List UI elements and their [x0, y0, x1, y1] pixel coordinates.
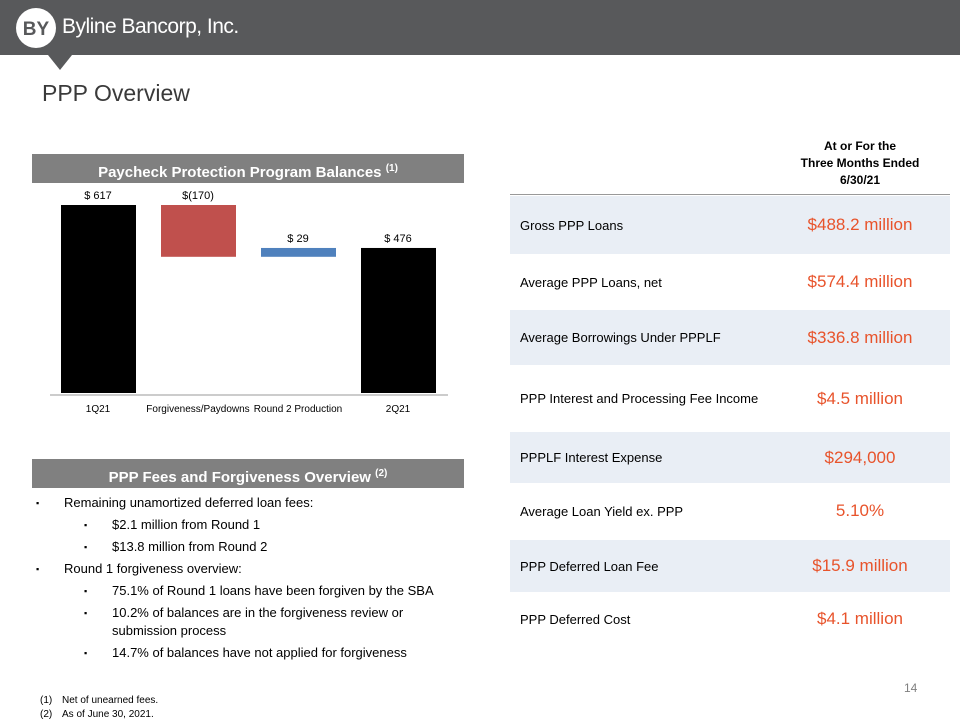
bullet-text: 10.2% of balances are in the forgiveness…: [112, 605, 404, 638]
logo-circle: [16, 8, 56, 48]
row-label: PPP Deferred Cost: [520, 611, 631, 627]
table-row: Average PPP Loans, net $574.4 million: [510, 255, 950, 309]
bar: [261, 247, 336, 257]
bullet-marker: ▪: [84, 608, 88, 618]
page-number: 14: [904, 681, 918, 695]
bullet-text: Remaining unamortized deferred loan fees…: [64, 495, 314, 510]
fees-title: PPP Fees and Forgiveness Overview: [108, 469, 371, 486]
table-header: At or For the: [824, 139, 896, 153]
company-name: Byline Bancorp, Inc.: [62, 15, 239, 38]
bullet-list: ▪ Remaining unamortized deferred loan fee…: [36, 494, 456, 666]
bullet-item: ▪ 75.1% of Round 1 loans have been forgiv…: [36, 582, 456, 600]
header-bar: [0, 0, 960, 55]
footnote-text: Net of unearned fees.: [62, 695, 159, 706]
table-row: PPP Interest and Processing Fee Income $4…: [510, 367, 950, 430]
header-pointer: [48, 55, 72, 70]
bullet-marker: ▪: [36, 498, 40, 508]
row-value: $488.2 million: [807, 215, 913, 234]
bullet-item: ▪ $13.8 million from Round 2: [36, 538, 456, 556]
table-row: PPPLF Interest Expense $294,000: [510, 432, 950, 483]
row-value: 5.10%: [835, 501, 885, 520]
row-value: $4.1 million: [817, 609, 903, 628]
row-label: Average Loan Yield ex. PPP: [520, 503, 684, 519]
footnote-marker: (2): [40, 709, 53, 720]
row-label: Average PPP Loans, net: [520, 274, 662, 290]
fees-header: PPP Fees and Forgiveness Overview (2): [32, 459, 464, 488]
row-value: $15.9 million: [812, 556, 908, 575]
header-decor: BY: [16, 8, 72, 70]
data-label: $ 617: [84, 190, 112, 202]
bullet-marker: ▪: [84, 542, 88, 552]
table-row: Average Borrowings Under PPPLF $336.8 mil…: [510, 310, 950, 365]
bullet-text: $2.1 million from Round 1: [112, 517, 261, 532]
bullet-item: ▪ $2.1 million from Round 1: [36, 516, 456, 534]
table-row: PPP Deferred Cost $4.1 million: [510, 593, 950, 645]
bullet-text: $13.8 million from Round 2: [112, 539, 268, 554]
row-label: PPP Deferred Loan Fee: [520, 558, 659, 574]
bar: [61, 205, 136, 393]
row-value: $4.5 million: [817, 388, 903, 408]
chart-title-note: (1): [385, 163, 398, 174]
row-value: $294,000: [824, 447, 896, 467]
x-tick-label: Round 2 Production: [254, 404, 342, 415]
header-rule: [510, 194, 950, 195]
row-label: Gross PPP Loans: [520, 217, 624, 233]
table-row: Gross PPP Loans $488.2 million: [510, 196, 950, 254]
chart-title: Paycheck Protection Program Balances: [98, 164, 382, 181]
bullet-text: 14.7% of balances have not applied for f…: [112, 645, 407, 660]
x-tick-label: 2Q21: [386, 404, 411, 415]
x-tick-label: 1Q21: [86, 404, 111, 415]
bullet-marker: ▪: [36, 564, 40, 574]
bullet-marker: ▪: [84, 586, 88, 596]
footnote-text: As of June 30, 2021.: [62, 709, 154, 720]
table-header: Three Months Ended: [800, 156, 920, 170]
logo: BY: [23, 19, 50, 40]
table-row: Average Loan Yield ex. PPP 5.10%: [510, 485, 950, 537]
chart-header: Paycheck Protection Program Balances (1): [32, 154, 464, 183]
bar: [361, 247, 436, 393]
table-row: PPP Deferred Loan Fee $15.9 million: [510, 540, 950, 592]
bullet-marker: ▪: [84, 648, 88, 658]
bullet-text: Round 1 forgiveness overview:: [64, 561, 242, 576]
slide-title: PPP Overview: [42, 80, 190, 106]
row-label: PPP Interest and Processing Fee Income: [520, 391, 759, 406]
bullet-item: ▪ Round 1 forgiveness overview:: [36, 560, 456, 578]
bullet-item: ▪ 10.2% of balances are in the forgivenes…: [36, 604, 456, 640]
bar: [161, 205, 236, 257]
waterfall-chart: $ 617 1Q21 $(170) Forgiveness/Paydowns $ 29 R…: [50, 190, 448, 415]
row-value: $336.8 million: [807, 327, 913, 347]
bullet-text: 75.1% of Round 1 loans have been forgive…: [112, 583, 434, 598]
footnote-marker: (1): [40, 695, 53, 706]
row-label: PPPLF Interest Expense: [520, 450, 663, 465]
x-tick-label: Forgiveness/Paydowns: [146, 404, 249, 415]
row-value: $574.4 million: [807, 272, 913, 291]
fees-title-note: (2): [375, 468, 388, 479]
data-label: $(170): [182, 190, 214, 202]
bullet-marker: ▪: [84, 520, 88, 530]
table-header: 6/30/21: [839, 173, 881, 187]
bullet-item: ▪ 14.7% of balances have not applied for …: [36, 644, 456, 662]
row-label: Average Borrowings Under PPPLF: [520, 330, 721, 345]
bullet-item: ▪ Remaining unamortized deferred loan fee…: [36, 494, 456, 512]
data-label: $ 476: [384, 233, 412, 245]
data-label: $ 29: [287, 233, 308, 245]
